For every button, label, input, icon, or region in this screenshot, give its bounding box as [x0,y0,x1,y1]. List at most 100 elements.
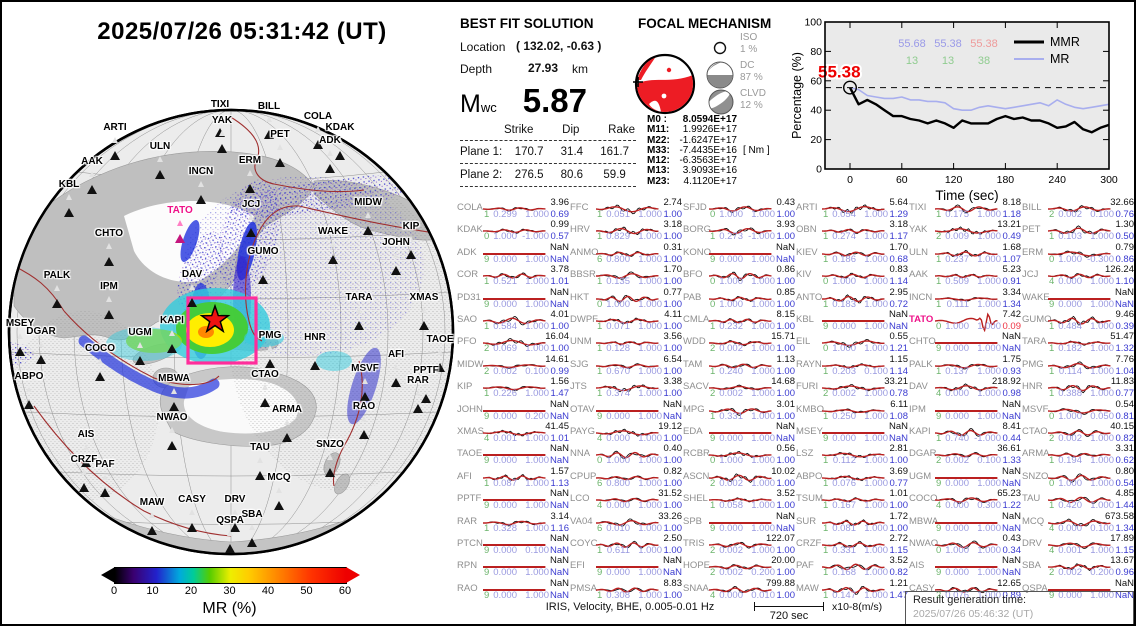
station-amplitude: 4.85 [1115,488,1135,500]
station-param1: 0.002 [719,545,743,556]
waveform-trace [483,229,546,235]
station-quality-flag: 2 [823,388,829,400]
station-amplitude: NaN [888,309,908,320]
station-ratio: 1.00 [663,253,683,265]
station-ratio: 1.00 [663,455,683,467]
station-ratio: 1.00 [889,500,909,512]
station-ratio: 1.47 [889,589,909,601]
station-param1: 0.186 [832,253,856,265]
station-code: MCQ [1022,515,1045,527]
station-param1: 0.740 [945,433,969,444]
iso-percent: 1 % [740,44,758,55]
waveform-cell-sacv: SACV 14.68 2 0.002 1.000 1.00 [683,377,796,399]
station-ratio: 1.00 [663,545,683,556]
station-quality-flag: 1 [710,365,716,377]
station-amplitude: 0.40 [663,443,683,455]
result-generation-title: Result generation time: [913,594,1027,606]
station-code: TATO [909,314,934,325]
station-amplitude: 31.52 [658,488,682,500]
station-param1: 0.002 [719,343,743,355]
station-ratio: 0.86 [1115,253,1135,265]
waveform-cell-arti: ARTI 5.64 1 0.054 1.000 1.29 [796,198,909,220]
station-code: MAW [796,582,819,594]
waveform-cell-sfjd: SFJD 0.43 0 1.000 1.000 1.00 [683,198,796,220]
station-ratio: NaN [549,500,569,512]
waveform-trace [483,588,546,591]
waveform-cell-cor: COR 3.78 1 0.521 1.000 1.01 [457,265,570,287]
station-ratio: 1.07 [1002,253,1022,265]
station-quality-flag: 9 [823,321,829,332]
plane1-rake: 161.7 [600,146,629,158]
station-amplitude: 3.38 [663,376,683,388]
station-quality-flag: 4 [597,500,603,512]
world-map [7,108,455,556]
station-ratio: 1.00 [663,209,683,220]
station-amplitude: 673.58 [1104,510,1134,522]
station-code: PAB [683,291,702,303]
station-code: LSZ [796,448,814,460]
waveform-grid: COLA 3.96 1 0.299 1.000 0.69 KDAK 0.99 0… [457,198,1135,602]
station-param2: 1.000 [864,209,888,220]
station-code: AAK [909,269,929,281]
station-quality-flag: 2 [1049,433,1055,444]
waveform-trace [483,473,546,481]
waveform-trace [483,544,546,546]
station-quality-flag: 1 [823,477,829,489]
station-quality-flag: 1 [823,567,829,579]
station-quality-flag: 1 [936,209,942,220]
station-param2: 1.000 [751,276,775,288]
station-quality-flag: 1 [597,209,603,220]
station-code: BORG [683,224,711,236]
station-quality-flag: 1 [710,410,716,422]
station-amplitude: 0.85 [776,286,796,298]
plane2-label: Plane 2: [460,169,503,181]
waveform-trace [483,566,546,569]
waveform-cell-maw: MAW 1.21 1 0.147 1.000 1.47 [796,578,909,601]
station-param1: 0.194 [1058,455,1082,467]
station-param1: 0.000 [719,522,743,534]
station-ratio: 0.81 [1115,410,1135,422]
station-ratio: NaN [1114,298,1134,310]
station-quality-flag: 9 [597,410,603,422]
station-param2: 1.000 [864,589,888,601]
time-scalebar [754,602,824,611]
station-param1: 0.002 [719,567,743,579]
station-amplitude: 126.24 [1104,264,1134,276]
station-quality-flag: 1 [823,455,829,467]
station-code: RAO [457,582,478,594]
station-quality-flag: 1 [597,343,603,355]
map-plate-boundaries [13,115,443,537]
plane1-row: Plane 1: 170.7 31.4 161.7 [460,146,636,158]
station-param1: 0.000 [832,321,856,332]
station-amplitude: 51.47 [1110,331,1134,343]
station-ratio: NaN [1114,589,1134,601]
station-quality-flag: 1 [597,365,603,377]
station-param1: 0.611 [606,545,630,556]
dc-percent: 87 % [740,72,763,83]
svg-text:60: 60 [810,75,822,87]
waveform-trace [483,454,546,457]
station-quality-flag: 1 [710,500,716,512]
tensor-row: M11: 1.9926E+17 [647,124,737,136]
svg-text:MMR: MMR [1050,35,1080,49]
station-param1: 0.273 [719,231,743,243]
station-ratio: 1.15 [889,545,909,556]
station-code: MIDW [457,358,484,370]
waveform-cell-qspa: QSPA NaN 9 0.000 1.000 NaN [1022,578,1134,601]
station-amplitude: 14.68 [771,376,795,388]
station-param1: 0.000 [945,500,969,512]
station-ratio: 1.00 [776,589,796,601]
waveform-trace [709,451,772,459]
waveform-trace [596,384,659,393]
station-amplitude: 15.71 [771,331,795,343]
waveform-trace [709,227,772,236]
station-param2: 1.000 [525,567,549,579]
station-ratio: NaN [549,567,569,579]
station-param1: 0.002 [1058,209,1082,220]
station-amplitude: NaN [549,488,569,500]
station-param1: 0.250 [832,410,856,422]
station-quality-flag: 1 [484,388,490,400]
colorbar-gradient [114,567,347,584]
table-divider [460,140,636,141]
station-param2: 1.000 [525,321,549,332]
